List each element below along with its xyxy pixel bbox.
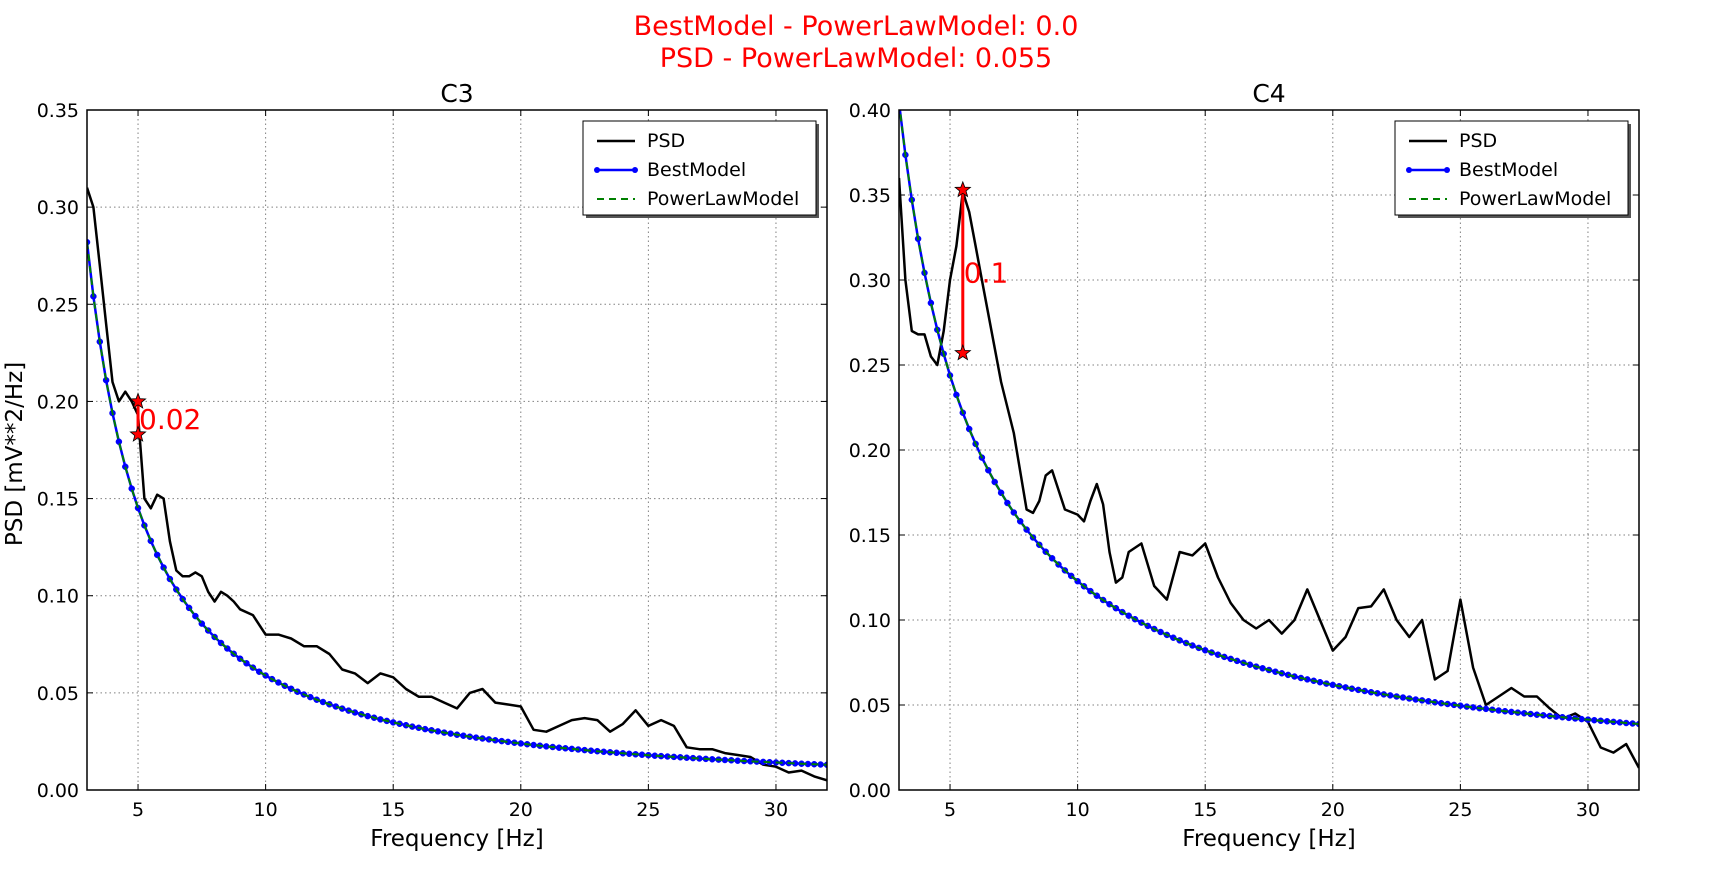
bestmodel-point — [1201, 647, 1209, 654]
y-tick-label: 0.35 — [37, 100, 79, 122]
bestmodel-point — [530, 741, 537, 749]
chart-panel-c3: 0.02 5 10 15 20 25 30 0.00 0.05 0.10 0.15 0.20 0.25 0… — [37, 79, 828, 852]
x-tick-label: 20 — [1321, 799, 1345, 821]
legend-label: PSD — [647, 130, 685, 152]
chart-panel-c4: 0.15 10 15 20 25 300.000.050.100.150.200.250.… — [849, 79, 1640, 852]
x-tick-label: 30 — [1576, 799, 1600, 821]
figure-suptitle-line1: BestModel - PowerLawModel: 0.0 — [633, 11, 1079, 42]
legend-label: PowerLawModel — [647, 188, 799, 210]
y-tick-label: 0.15 — [37, 489, 79, 511]
legend: PSD BestModel PowerLawModel — [1394, 120, 1631, 218]
legend-bestmodel-marker-left — [594, 167, 600, 173]
chart-title: C4 — [1252, 79, 1285, 108]
bestmodel-point — [721, 756, 729, 764]
y-tick-label: 0.30 — [37, 197, 79, 219]
legend-label: BestModel — [1459, 159, 1558, 181]
bestmodel-point — [817, 761, 824, 768]
y-tick-label: 0.05 — [849, 695, 891, 717]
x-tick-label: 15 — [1193, 799, 1217, 821]
bestmodel-point — [1010, 509, 1018, 516]
bestmodel-point — [275, 679, 282, 686]
y-tick-label: 0.15 — [849, 525, 891, 547]
bestmodel-point — [1157, 628, 1164, 636]
plot-frame — [86, 109, 828, 791]
bestmodel-point — [153, 551, 161, 559]
annotation-star-bottom — [129, 425, 147, 442]
powerlawmodel-line — [87, 242, 827, 766]
chart-title: C3 — [440, 79, 473, 108]
legend-label: PowerLawModel — [1459, 188, 1611, 210]
x-tick-label: 20 — [509, 799, 533, 821]
annotation-star-bottom — [954, 343, 972, 361]
bestmodel-point — [1495, 707, 1502, 714]
legend-bestmodel-marker-left — [1406, 167, 1412, 173]
powerlawmodel-line — [899, 110, 1639, 725]
y-tick-label: 0.00 — [37, 780, 79, 802]
bestmodel-point — [1578, 715, 1585, 723]
difference-label: 0.02 — [139, 403, 201, 436]
x-tick-label: 25 — [636, 799, 660, 821]
bestmodel-point — [1259, 665, 1266, 672]
bestmodel-point — [991, 478, 998, 486]
x-tick-label: 5 — [132, 799, 144, 821]
bestmodel-point — [1125, 612, 1132, 619]
plot-series-group — [87, 187, 827, 782]
y-tick-label: 0.00 — [849, 780, 891, 802]
plot-area — [87, 110, 827, 790]
difference-label: 0.1 — [964, 257, 1009, 290]
bestmodel-point — [447, 730, 454, 737]
bestmodel-point — [377, 716, 384, 723]
annotation-star-top — [129, 392, 147, 409]
x-tick-label: 30 — [764, 799, 788, 821]
figure-suptitle-line2: PSD - PowerLawModel: 0.055 — [659, 43, 1053, 74]
legend-bestmodel-marker-right — [632, 167, 638, 173]
psd-line — [899, 177, 1639, 769]
y-tick-label: 0.35 — [849, 185, 891, 207]
y-tick-label: 0.20 — [37, 391, 79, 413]
y-tick-label: 0.25 — [37, 294, 79, 316]
legend-bestmodel-marker-right — [1444, 167, 1450, 173]
legend: PSD BestModel PowerLawModel — [582, 120, 819, 218]
bestmodel-point — [1399, 694, 1407, 701]
bestmodel-point — [319, 698, 327, 706]
y-tick-label: 0.10 — [849, 610, 891, 632]
x-tick-label: 15 — [381, 799, 405, 821]
legend-label: BestModel — [647, 159, 746, 181]
psd-line — [87, 187, 827, 782]
x-axis-label: Frequency [Hz] — [370, 826, 543, 852]
y-tick-label: 0.05 — [37, 683, 79, 705]
annotation-star-top — [954, 180, 972, 198]
plot-series-group — [896, 100, 1639, 769]
y-tick-label: 0.30 — [849, 270, 891, 292]
x-axis-label: Frequency [Hz] — [1182, 826, 1355, 852]
x-tick-label: 10 — [1066, 799, 1090, 821]
y-axis-label: PSD [mV**2/Hz] — [2, 362, 28, 546]
bestmodel-point — [896, 100, 902, 106]
x-tick-label: 5 — [944, 799, 956, 821]
y-tick-label: 0.10 — [37, 586, 79, 608]
y-tick-label: 0.20 — [849, 440, 891, 462]
x-tick-label: 10 — [254, 799, 278, 821]
x-tick-label: 25 — [1448, 799, 1472, 821]
bestmodel-point — [625, 750, 633, 758]
legend-label: PSD — [1459, 130, 1497, 152]
y-tick-label: 0.25 — [849, 355, 891, 377]
bestmodel-point — [1048, 555, 1056, 562]
y-tick-label: 0.40 — [849, 100, 891, 122]
